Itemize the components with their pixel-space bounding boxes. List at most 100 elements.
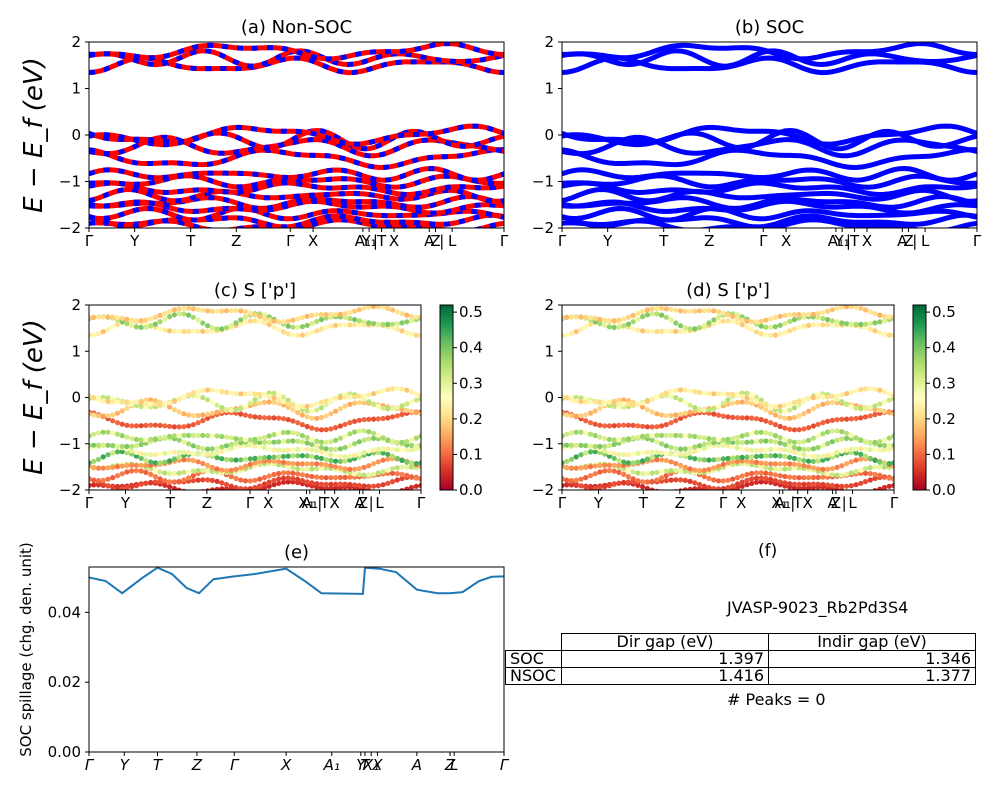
band-point [564, 458, 570, 464]
band-point [867, 404, 873, 411]
x-tick-label: Z [903, 232, 913, 250]
band-point [228, 435, 234, 441]
band-point [385, 387, 391, 393]
band-point [247, 456, 253, 462]
band-point [333, 475, 339, 481]
band-point [616, 317, 622, 323]
band-point [299, 324, 305, 330]
band-point [352, 429, 358, 435]
band-line [562, 55, 977, 76]
band-point [782, 312, 788, 318]
band-point [839, 305, 845, 310]
band-point [252, 455, 258, 461]
band-point [385, 456, 391, 462]
band-point [186, 392, 192, 398]
band-line [562, 147, 977, 171]
band-point [276, 459, 282, 465]
band-point [872, 488, 878, 490]
band-point [602, 399, 608, 405]
band-point [285, 447, 291, 453]
band-point [696, 434, 703, 440]
band-point [347, 315, 353, 322]
band-point [768, 471, 774, 477]
band-point [644, 479, 651, 485]
band-point [597, 405, 603, 411]
y-tick-label: −1 [59, 435, 81, 453]
band-point [148, 459, 154, 465]
band-point [682, 433, 688, 439]
band-point [375, 305, 381, 310]
band-point [399, 488, 405, 490]
band-point [848, 389, 854, 395]
band-point [706, 436, 712, 442]
band-point [668, 388, 674, 394]
band-point [678, 433, 684, 439]
x-tick-label: A₁ [355, 232, 371, 250]
band-point [271, 471, 277, 478]
band-point [129, 435, 135, 442]
band-point [644, 307, 651, 313]
band-point [891, 482, 894, 488]
band-point [739, 415, 745, 421]
band-point [186, 475, 192, 481]
x-tick-label: X [330, 494, 340, 512]
band-point [649, 396, 655, 402]
band-point [290, 418, 296, 424]
band-point [342, 403, 348, 409]
band-point [678, 308, 684, 314]
band-point [148, 436, 154, 443]
band-point [578, 483, 584, 489]
band-point [583, 418, 589, 424]
band-point [152, 436, 158, 442]
band-point [625, 474, 632, 480]
band-point [806, 322, 812, 328]
band-point [587, 473, 594, 479]
band-point [389, 470, 396, 476]
band-point [862, 438, 869, 445]
band-point [668, 477, 674, 483]
band-point [361, 305, 367, 311]
band-point [673, 451, 679, 457]
band-point [621, 452, 627, 458]
band-point [110, 314, 116, 320]
band-point [720, 437, 726, 443]
band-point [564, 431, 570, 437]
band-point [309, 447, 315, 453]
band-point [385, 451, 391, 457]
band-point [385, 321, 391, 327]
band-point [749, 439, 755, 445]
band-point [625, 467, 632, 474]
band-point [862, 470, 869, 476]
band-point [649, 424, 655, 430]
band-point [100, 465, 106, 471]
band-point [299, 404, 305, 410]
band-point [772, 446, 779, 452]
band-point [678, 488, 684, 490]
band-point [257, 436, 263, 442]
band-point [744, 477, 750, 483]
band-point [380, 469, 386, 475]
band-point [318, 326, 324, 332]
band-point [635, 423, 641, 429]
y-tick-label: 1 [71, 342, 81, 360]
band-point [587, 399, 594, 405]
band-point [176, 487, 182, 490]
band-point [692, 433, 698, 440]
band-point [309, 473, 315, 480]
y-tick-label: −1 [532, 173, 554, 191]
band-point [394, 413, 400, 419]
band-point [328, 323, 334, 329]
band-point [682, 410, 688, 416]
band-point [257, 318, 263, 324]
band-point [257, 455, 263, 461]
band-point [730, 455, 736, 461]
band-point [375, 470, 381, 476]
band-point [763, 438, 769, 444]
band-point [314, 448, 320, 454]
band-point [205, 308, 211, 314]
band-point [730, 391, 736, 397]
band-point [309, 437, 315, 443]
band-point [891, 476, 894, 482]
x-tick-label: X₁ [298, 494, 314, 512]
band-point [787, 415, 793, 421]
